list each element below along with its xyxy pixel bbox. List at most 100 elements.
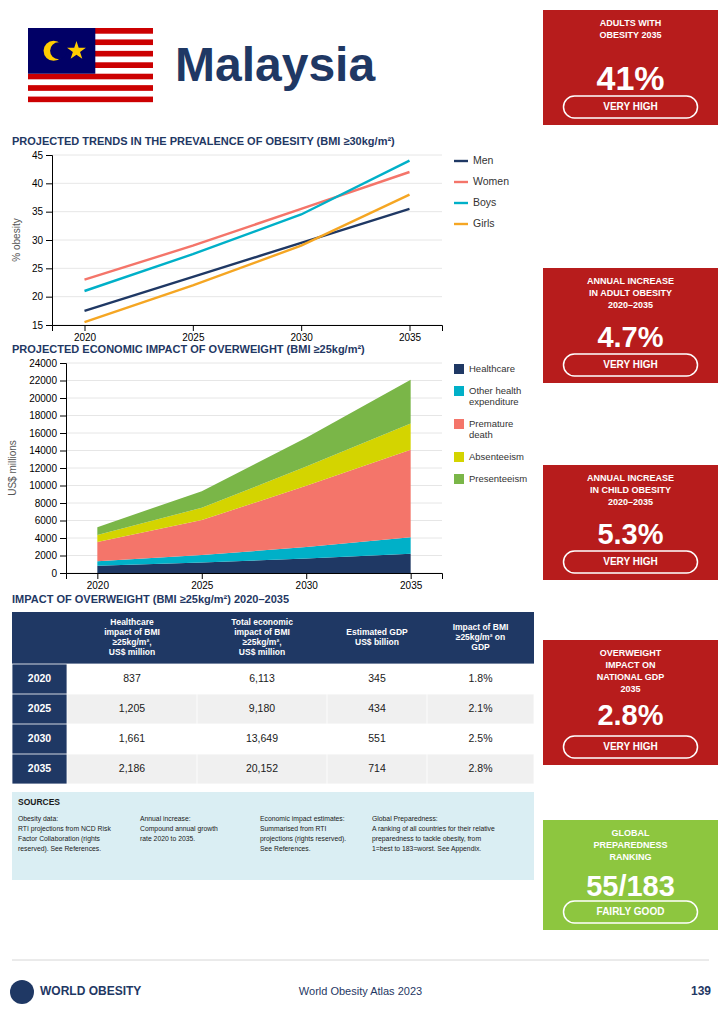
line — [85, 209, 410, 311]
flag-stripe — [28, 91, 153, 97]
logo-icon — [10, 980, 34, 1004]
sidebar-background — [543, 465, 718, 580]
tick-mark — [46, 183, 52, 184]
tick: 12000 — [29, 463, 66, 474]
tick-mark — [46, 297, 52, 298]
text-line: death — [469, 429, 493, 440]
table-cell-text: 1,205 — [119, 702, 145, 714]
tick-label: 14000 — [29, 445, 57, 456]
text-line: ANNUAL INCREASE — [587, 276, 674, 286]
tick-mark — [193, 325, 194, 331]
text-line: Other health — [469, 385, 521, 396]
text-line: 1=best to 183=worst. See Appendix. — [372, 845, 481, 853]
text-line: Global Preparedness: — [372, 815, 438, 823]
tick: 40 — [32, 178, 52, 189]
table-year: 2030 — [28, 732, 52, 744]
y-axis-title: % obesity — [11, 218, 22, 261]
table-cell — [197, 754, 327, 784]
grid-line — [52, 268, 442, 269]
tick-label: 2035 — [399, 332, 422, 343]
grid — [52, 155, 442, 325]
table-header-cell — [12, 612, 67, 664]
table-rule — [12, 664, 534, 665]
tick: 0 — [51, 568, 66, 579]
table-cell-text: 551 — [368, 732, 386, 744]
tick-mark — [411, 573, 412, 579]
tick-mark — [46, 268, 52, 269]
tick-mark — [202, 573, 203, 579]
legend-item: Healthcare — [454, 363, 515, 374]
sidebar-value: 41% — [596, 59, 664, 97]
tick: 2025 — [191, 573, 214, 591]
tick-label: 2000 — [35, 550, 58, 561]
table: Healthcareimpact of BMI≥25kg/m²,US$ mill… — [12, 612, 534, 784]
legend-swatch — [454, 386, 464, 396]
text-line: Summarised from RTI — [260, 825, 326, 832]
tick-mark — [46, 155, 52, 156]
legend-label: Girls — [473, 217, 495, 229]
legend-swatch — [454, 452, 464, 462]
table-cell — [197, 724, 327, 754]
table-rule — [327, 664, 328, 784]
text-line: IN CHILD OBESITY — [590, 485, 671, 495]
tick-mark — [60, 416, 66, 417]
tick: 18000 — [29, 410, 66, 421]
text-line: 2035 — [620, 684, 640, 694]
x-axis: 2020202520302035 — [53, 325, 443, 343]
legend-swatch — [454, 474, 464, 484]
sidebar-value: 2.8% — [597, 699, 663, 731]
table-cell — [67, 694, 197, 724]
tick-label: 2025 — [191, 580, 214, 591]
flag-canton — [28, 28, 95, 74]
table-cell — [327, 754, 427, 784]
tick: 22000 — [29, 375, 66, 386]
text-line: OBESITY 2035 — [600, 30, 662, 40]
legend-item: Other healthexpenditure — [454, 385, 521, 407]
tick-label: 2030 — [296, 580, 319, 591]
text-line: Total economic — [231, 617, 293, 627]
legend-item: Presenteeism — [454, 473, 527, 484]
legend-swatch — [454, 202, 468, 204]
tick: 30 — [32, 235, 52, 246]
text-line: 2020–2035 — [608, 300, 653, 310]
flag-stripe — [28, 79, 153, 85]
table-year: 2020 — [28, 672, 52, 684]
text-line: US$ million — [239, 647, 285, 657]
text-line: Factor Collaboration (rights — [18, 835, 101, 843]
table-cell — [67, 754, 197, 784]
text-line: A ranking of all countries for their rel… — [372, 825, 495, 833]
page: MalaysiaADULTS WITHOBESITY 203541%VERY H… — [0, 0, 721, 1024]
text-line: preparedness to tackle obesity, from — [372, 835, 481, 843]
tick-label: 2030 — [291, 332, 314, 343]
table-cell-text: 2.1% — [469, 702, 493, 714]
text-line: US$ million — [109, 647, 155, 657]
background — [0, 0, 721, 1024]
sidebar-badge — [564, 901, 698, 923]
text-line: ≥25kg/m² on — [456, 632, 506, 642]
text-line: RANKING — [610, 852, 652, 862]
sources: SOURCESObesity data:RTI projections from… — [12, 792, 534, 880]
legend-item: Prematuredeath — [454, 418, 513, 440]
tick: 15 — [32, 320, 52, 331]
sources-text: Economic impact estimates:Summarised fro… — [260, 815, 346, 852]
tick: 14000 — [29, 445, 66, 456]
text-line: Men — [473, 154, 494, 166]
x-axis: 2020202520302035 — [67, 573, 443, 591]
sidebar-label: ANNUAL INCREASEIN ADULT OBESITY2020–2035 — [587, 276, 674, 310]
tick-label: 35 — [32, 206, 44, 217]
chart-title: PROJECTED TRENDS IN THE PREVALENCE OF OB… — [12, 135, 395, 147]
text-line: ANNUAL INCREASE — [587, 473, 674, 483]
table-header-cell — [67, 612, 197, 664]
text-line: Boys — [473, 196, 496, 208]
legend-swatch — [454, 419, 464, 429]
tick-mark — [60, 468, 66, 469]
table-rule — [197, 664, 198, 784]
text-line: Obesity data: — [18, 815, 58, 823]
text-line: expenditure — [469, 396, 519, 407]
legend-item: Girls — [454, 217, 495, 229]
tick-mark — [60, 398, 66, 399]
sidebar-badge-text: FAIRLY GOOD — [597, 906, 665, 917]
legend-label: Women — [473, 175, 509, 187]
sidebar-background — [543, 268, 718, 383]
tick: 16000 — [29, 428, 66, 439]
